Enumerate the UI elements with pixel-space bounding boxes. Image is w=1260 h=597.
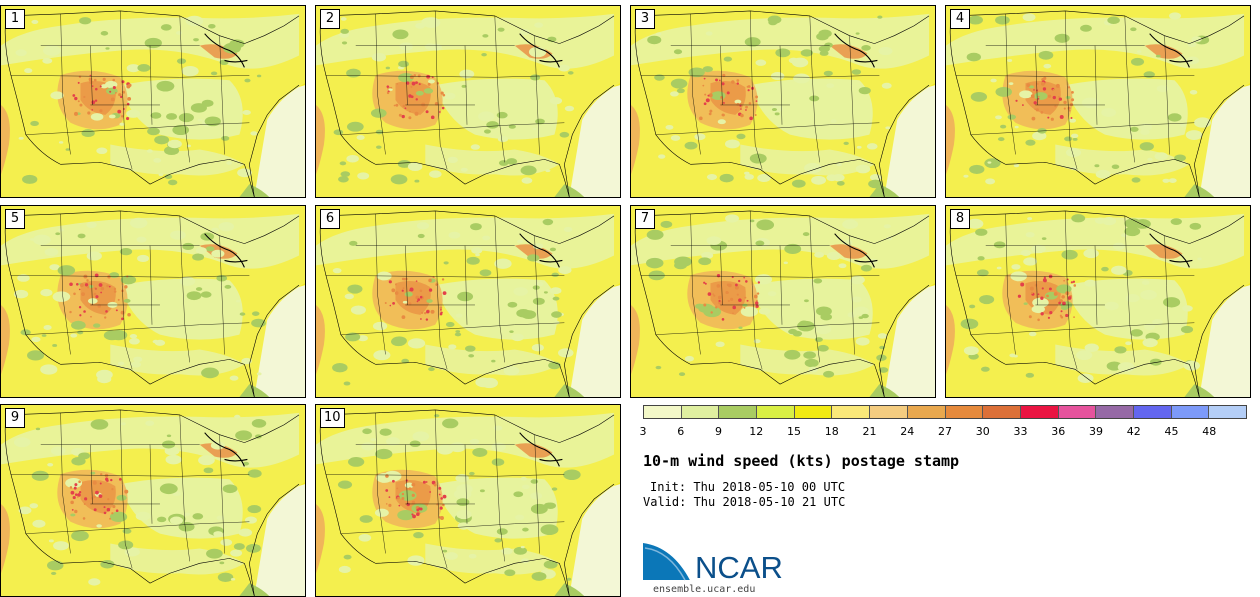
colorbar-bin	[719, 406, 758, 418]
ncar-logo-text: NCAR	[695, 550, 783, 582]
colorbar-bin	[1096, 406, 1134, 418]
colorbar-tick-label: 18	[824, 425, 839, 438]
colorbar-tick-label: 6	[677, 425, 685, 438]
member-number-label: 1	[5, 9, 25, 29]
colorbar-bin	[983, 406, 1021, 418]
colorbar-bin	[945, 406, 984, 418]
map-panel: 8	[945, 205, 1251, 398]
map-panel: 4	[945, 5, 1251, 198]
colorbar-tick-label: 33	[1013, 425, 1028, 438]
colorbar-bin	[870, 406, 908, 418]
site-url: ensemble.ucar.edu	[653, 584, 756, 595]
colorbar-bin	[681, 406, 720, 418]
chart-title: 10-m wind speed (kts) postage stamp	[643, 452, 960, 470]
colorbar-bin	[1020, 406, 1059, 418]
init-time: Init: Thu 2018-05-10 00 UTC	[650, 480, 846, 494]
member-number-label: 4	[950, 9, 970, 29]
colorbar-tick-label: 3	[639, 425, 647, 438]
member-number-label: 6	[320, 209, 340, 229]
map-panel: 6	[315, 205, 621, 398]
map-panel: 2	[315, 5, 621, 198]
member-number-label: 7	[635, 209, 655, 229]
valid-time: Valid: Thu 2018-05-10 21 UTC	[643, 495, 846, 509]
member-number-label: 8	[950, 209, 970, 229]
colorbar	[643, 405, 1247, 419]
colorbar-tick-label: 27	[938, 425, 952, 438]
map-panel: 3	[630, 5, 936, 198]
colorbar-tick-label: 48	[1202, 425, 1217, 438]
colorbar-bin	[1171, 406, 1210, 418]
map-panel: 1	[0, 5, 306, 198]
colorbar-bin	[1133, 406, 1172, 418]
colorbar-tick-label: 12	[749, 425, 764, 438]
colorbar-tick-label: 45	[1164, 425, 1179, 438]
colorbar-bin	[907, 406, 946, 418]
member-number-label: 10	[320, 408, 345, 428]
colorbar-tick-label: 9	[715, 425, 722, 438]
colorbar-bin	[1058, 406, 1097, 418]
colorbar-bin	[644, 406, 682, 418]
map-panel: 9	[0, 404, 306, 597]
member-number-label: 5	[5, 209, 25, 229]
colorbar-tick-label: 39	[1089, 425, 1103, 438]
colorbar-tick-label: 36	[1051, 425, 1066, 438]
member-number-label: 9	[5, 408, 25, 428]
colorbar-tick-label: 21	[862, 425, 877, 438]
colorbar-bin	[1209, 406, 1246, 418]
map-panel: 5	[0, 205, 306, 398]
colorbar-bin	[794, 406, 833, 418]
colorbar-tick-label: 42	[1126, 425, 1141, 438]
colorbar-bin	[757, 406, 795, 418]
colorbar-tick-label: 24	[900, 425, 915, 438]
colorbar-tick-label: 30	[975, 425, 990, 438]
map-panel: 10	[315, 404, 621, 597]
colorbar-bin	[832, 406, 871, 418]
map-panel: 7	[630, 205, 936, 398]
colorbar-tick-label: 15	[787, 425, 801, 438]
member-number-label: 2	[320, 9, 340, 29]
ncar-logo: NCAR	[642, 540, 793, 585]
member-number-label: 3	[635, 9, 655, 29]
